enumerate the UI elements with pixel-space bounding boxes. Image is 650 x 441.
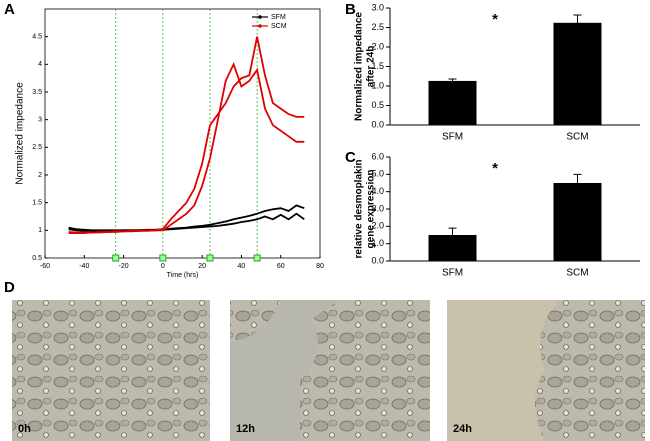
x-tick-label: -20	[119, 263, 129, 270]
panel-label: D	[4, 279, 15, 296]
x-tick-label: SFM	[442, 268, 463, 279]
micrograph	[12, 300, 210, 441]
y-tick-label: 3.0	[371, 2, 384, 12]
x-tick-label: SCM	[566, 268, 588, 279]
bar	[553, 22, 602, 125]
y-tick-label: 0.0	[371, 255, 384, 265]
y-tick-label: 4.5	[32, 34, 42, 41]
y-tick-label: 3.5	[32, 89, 42, 96]
x-tick-label: 20	[198, 263, 206, 270]
y-tick-label: 2.5	[32, 144, 42, 151]
y-tick-label: 3	[38, 117, 42, 124]
bar	[428, 80, 477, 125]
significance-mark: *	[492, 11, 498, 28]
error-bar	[448, 78, 457, 83]
plot-frame	[44, 8, 321, 259]
panel-label: C	[345, 149, 356, 166]
y-tick-label: 0.5	[371, 100, 384, 110]
micrograph-label: 12h	[236, 423, 255, 435]
y-axis-label: after 24h	[366, 46, 377, 88]
y-tick-label: 1.5	[32, 200, 42, 207]
y-tick-label: 2.0	[371, 41, 384, 51]
x-tick-label: 40	[238, 263, 246, 270]
legend-label: SCM	[271, 23, 287, 30]
y-tick-label: 1.0	[371, 80, 384, 90]
y-tick-label: 1.5	[371, 61, 384, 71]
cell-cluster	[535, 300, 645, 441]
cell-cluster	[230, 300, 280, 340]
y-tick-label: 4	[38, 61, 42, 68]
y-tick-label: 3.0	[371, 203, 384, 213]
x-tick-label: -40	[79, 263, 89, 270]
panel-label: A	[4, 1, 15, 18]
y-tick-label: 2.5	[371, 22, 384, 32]
event-marker	[112, 254, 120, 262]
error-bar	[573, 14, 582, 31]
micrograph-label: 0h	[18, 423, 31, 435]
series-line	[68, 36, 305, 234]
x-tick-label: -60	[40, 263, 50, 270]
series-line	[68, 212, 305, 232]
y-axis-label: Normalized impedance	[354, 12, 365, 121]
x-tick-label: SFM	[442, 132, 463, 143]
panel-label: B	[345, 1, 356, 18]
y-tick-label: 0.0	[371, 119, 384, 129]
legend-marker	[258, 15, 262, 19]
y-tick-label: 1	[38, 227, 42, 234]
micrograph-label: 24h	[453, 423, 472, 435]
error-bar	[448, 227, 457, 242]
series-line	[68, 61, 305, 234]
y-axis-label: Normalized impedance	[15, 82, 26, 185]
event-marker	[159, 254, 167, 262]
y-tick-label: 5.0	[371, 169, 384, 179]
y-axis-label: gene expression	[366, 170, 377, 249]
y-tick-label: 2.0	[371, 221, 384, 231]
event-marker	[206, 254, 214, 262]
x-tick-label: SCM	[566, 132, 588, 143]
event-marker	[253, 254, 261, 262]
legend-label: SFM	[271, 14, 286, 21]
significance-mark: *	[492, 160, 498, 177]
y-tick-label: 0.5	[32, 255, 42, 262]
bar	[553, 183, 602, 261]
y-axis-label: relative desmoplakin	[354, 160, 365, 259]
x-tick-label: 0	[161, 263, 165, 270]
x-tick-label: 60	[277, 263, 285, 270]
x-axis-label: Time (hrs)	[167, 272, 199, 279]
y-tick-label: 4.0	[371, 186, 384, 196]
error-bar	[573, 173, 582, 192]
cell-cluster	[300, 300, 430, 441]
legend-marker	[258, 24, 262, 28]
y-tick-label: 6.0	[371, 151, 384, 161]
y-tick-label: 2	[38, 172, 42, 179]
x-tick-label: 80	[316, 263, 324, 270]
y-tick-label: 1.0	[371, 238, 384, 248]
